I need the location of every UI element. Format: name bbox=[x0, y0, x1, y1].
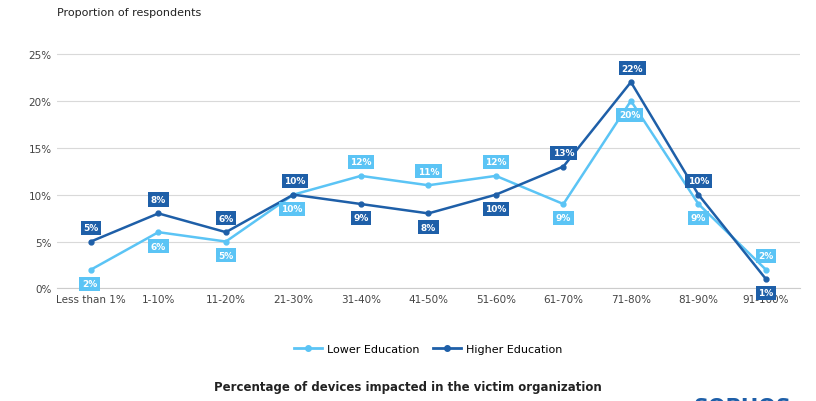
Text: 10%: 10% bbox=[486, 205, 507, 213]
Text: 8%: 8% bbox=[151, 196, 166, 205]
Text: 2%: 2% bbox=[758, 252, 774, 261]
Legend: Lower Education, Higher Education: Lower Education, Higher Education bbox=[290, 340, 567, 358]
Text: 12%: 12% bbox=[486, 158, 507, 167]
Text: Percentage of devices impacted in the victim organization: Percentage of devices impacted in the vi… bbox=[214, 380, 602, 393]
Text: Proportion of respondents: Proportion of respondents bbox=[57, 8, 202, 18]
Text: 10%: 10% bbox=[284, 177, 305, 186]
Text: SOPHOS: SOPHOS bbox=[694, 397, 792, 401]
Text: 11%: 11% bbox=[418, 168, 439, 176]
Text: 20%: 20% bbox=[619, 111, 641, 120]
Text: 6%: 6% bbox=[218, 214, 233, 223]
Text: 12%: 12% bbox=[350, 158, 371, 167]
Text: 9%: 9% bbox=[556, 214, 571, 223]
Text: 9%: 9% bbox=[353, 214, 369, 223]
Text: 5%: 5% bbox=[83, 224, 99, 233]
Text: 8%: 8% bbox=[421, 223, 436, 232]
Text: 6%: 6% bbox=[151, 242, 166, 251]
Text: 5%: 5% bbox=[218, 251, 233, 260]
Text: 10%: 10% bbox=[688, 177, 709, 186]
Text: 2%: 2% bbox=[82, 279, 97, 288]
Text: 22%: 22% bbox=[622, 65, 643, 73]
Text: 13%: 13% bbox=[552, 149, 574, 158]
Text: 10%: 10% bbox=[282, 205, 303, 213]
Text: 9%: 9% bbox=[690, 214, 706, 223]
Text: 1%: 1% bbox=[758, 289, 774, 298]
